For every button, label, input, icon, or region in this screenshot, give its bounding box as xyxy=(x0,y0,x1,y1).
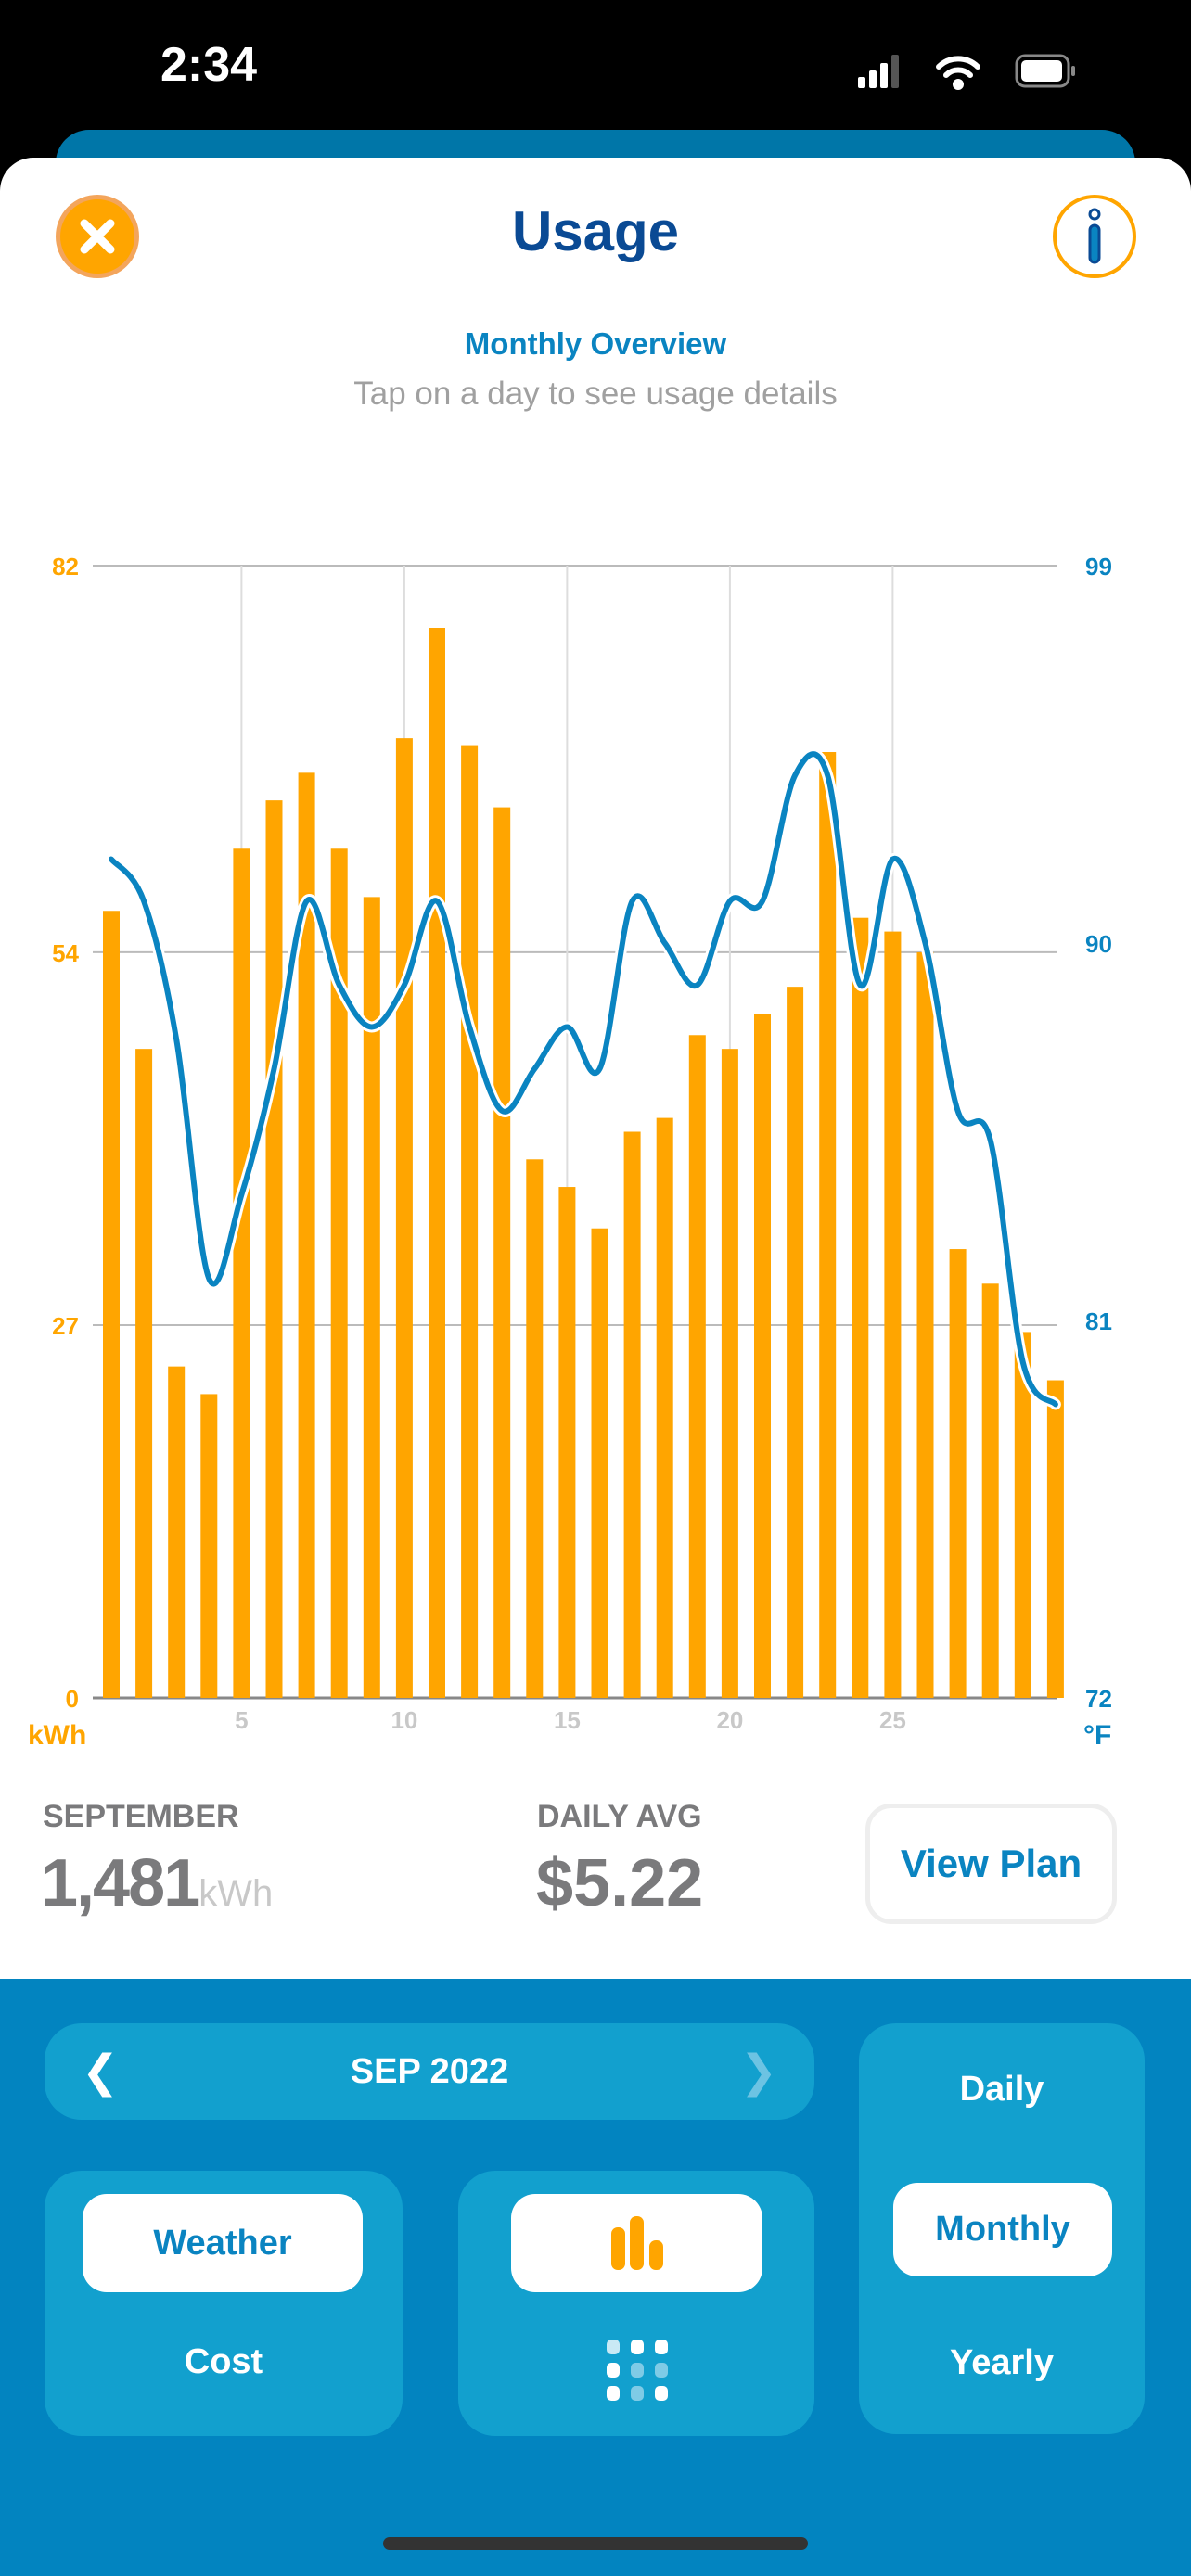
daily-avg-label: DAILY AVG xyxy=(537,1799,702,1834)
x-axis-tick: 15 xyxy=(554,1706,581,1734)
usage-bar[interactable] xyxy=(168,1366,186,1698)
left-axis-tick: 82 xyxy=(52,553,79,580)
signal-icon xyxy=(858,55,899,88)
usage-bar[interactable] xyxy=(461,745,479,1698)
bar-chart-icon xyxy=(610,2216,663,2270)
temperature-line xyxy=(109,751,1058,1408)
daily-avg-value: $5.22 xyxy=(536,1846,704,1920)
overview-hint: Tap on a day to see usage details xyxy=(353,376,838,412)
usage-bar[interactable] xyxy=(884,931,902,1698)
usage-bar[interactable] xyxy=(330,848,348,1698)
chart-type-toggle xyxy=(458,2171,814,2436)
usage-bar[interactable] xyxy=(591,1228,608,1698)
current-month: SEP 2022 xyxy=(350,2051,509,2091)
usage-bar[interactable] xyxy=(429,628,445,1698)
usage-bar[interactable] xyxy=(558,1187,576,1698)
left-axis-tick: 54 xyxy=(52,939,79,967)
left-axis-tick: 0 xyxy=(66,1685,79,1713)
right-axis-tick: 99 xyxy=(1085,553,1112,580)
right-axis-unit: °F xyxy=(1083,1720,1111,1751)
usage-bar[interactable] xyxy=(981,1283,999,1698)
usage-bar[interactable] xyxy=(623,1131,641,1699)
right-axis-tick: 81 xyxy=(1085,1307,1112,1335)
usage-bar[interactable] xyxy=(787,987,804,1698)
left-axis-tick: 27 xyxy=(52,1312,79,1340)
usage-bar[interactable] xyxy=(916,951,934,1698)
total-unit: kWh xyxy=(198,1873,274,1914)
grid-icon[interactable] xyxy=(607,2340,668,2401)
usage-bar[interactable] xyxy=(1046,1380,1064,1698)
month-total-value: 1,481kWh xyxy=(41,1845,273,1921)
period-yearly[interactable]: Yearly xyxy=(950,2343,1054,2382)
usage-chart[interactable]: 0 27 54 82 72 81 90 99 5 10 15 20 25 kWh °F xyxy=(0,538,1191,1762)
x-axis-tick: 10 xyxy=(391,1706,417,1734)
overview-title: Monthly Overview xyxy=(464,326,727,361)
usage-bar[interactable] xyxy=(363,897,380,1698)
info-icon xyxy=(1088,208,1101,264)
usage-bar[interactable] xyxy=(526,1159,544,1698)
home-indicator[interactable] xyxy=(383,2537,808,2550)
info-button[interactable] xyxy=(1053,195,1136,278)
left-axis-unit: kWh xyxy=(28,1720,86,1751)
month-total-label: SEPTEMBER xyxy=(43,1799,239,1834)
bar-chart-button[interactable] xyxy=(511,2194,762,2292)
battery-icon xyxy=(1015,54,1075,88)
usage-bar[interactable] xyxy=(1014,1332,1031,1698)
usage-bar[interactable] xyxy=(103,911,120,1698)
usage-bar[interactable] xyxy=(493,807,511,1698)
usage-bar[interactable] xyxy=(721,1049,738,1698)
usage-bar[interactable] xyxy=(265,800,283,1698)
usage-card xyxy=(0,158,1191,2012)
page-title: Usage xyxy=(511,200,680,262)
close-button[interactable] xyxy=(56,195,139,278)
status-icons xyxy=(858,54,1075,90)
total-number: 1,481 xyxy=(41,1846,200,1920)
usage-bar[interactable] xyxy=(233,848,250,1698)
chevron-left-icon[interactable]: ❮ xyxy=(82,2047,120,2097)
usage-bar[interactable] xyxy=(135,1049,153,1698)
month-selector: ❮ SEP 2022 ❯ xyxy=(45,2023,814,2120)
chevron-right-icon[interactable]: ❯ xyxy=(739,2047,777,2097)
metric-toggle: Weather Cost xyxy=(45,2171,403,2436)
period-monthly[interactable]: Monthly xyxy=(893,2183,1112,2276)
temperature-line-outline xyxy=(106,748,1061,1410)
period-daily[interactable]: Daily xyxy=(959,2070,1044,2109)
view-plan-button[interactable]: View Plan xyxy=(865,1804,1117,1924)
usage-bar[interactable] xyxy=(852,917,869,1698)
usage-bar[interactable] xyxy=(949,1249,967,1698)
usage-bar[interactable] xyxy=(819,752,837,1698)
usage-bar[interactable] xyxy=(200,1394,218,1698)
cost-button[interactable]: Cost xyxy=(184,2342,263,2381)
weather-button[interactable]: Weather xyxy=(83,2194,363,2292)
usage-bar[interactable] xyxy=(688,1035,706,1698)
right-axis-tick: 72 xyxy=(1085,1685,1112,1713)
status-time: 2:34 xyxy=(160,38,258,92)
usage-bar[interactable] xyxy=(656,1117,673,1698)
close-icon xyxy=(80,219,115,254)
right-axis-tick: 90 xyxy=(1085,930,1112,958)
usage-bar[interactable] xyxy=(298,772,315,1698)
wifi-icon xyxy=(936,56,980,90)
period-toggle: Daily Monthly Yearly xyxy=(859,2023,1145,2434)
x-axis-tick: 20 xyxy=(716,1706,743,1734)
usage-bar[interactable] xyxy=(395,738,413,1698)
x-axis-tick: 25 xyxy=(879,1706,906,1734)
usage-bar[interactable] xyxy=(754,1014,771,1698)
x-axis-tick: 5 xyxy=(235,1706,248,1734)
